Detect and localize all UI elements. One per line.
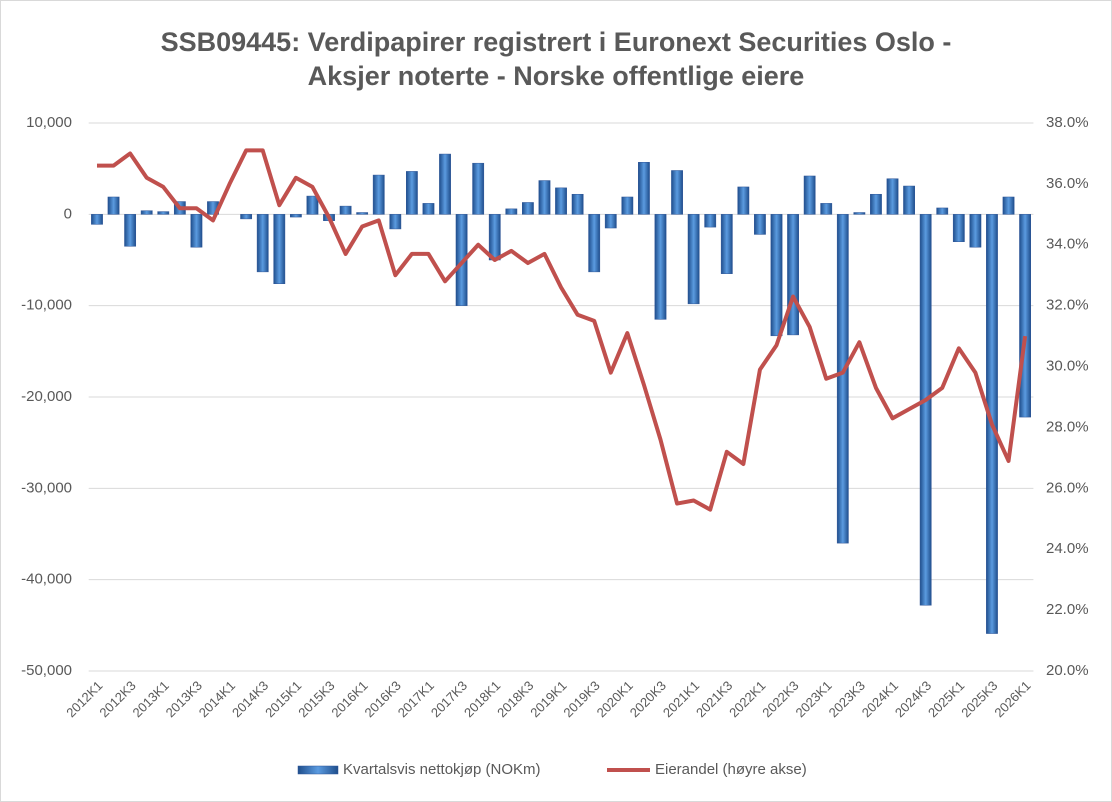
bar: [671, 170, 683, 215]
bar: [538, 180, 551, 215]
bar: [488, 214, 501, 261]
bar: [157, 211, 170, 215]
bar: [505, 208, 518, 215]
bar: [256, 214, 269, 273]
y2-tick-label: 20.0%: [1046, 662, 1089, 679]
legend-label: Eierandel (høyre akse): [655, 761, 807, 778]
y2-tick-label: 32.0%: [1046, 297, 1089, 314]
y-tick-label: -50,000: [21, 662, 72, 679]
bar: [124, 214, 137, 247]
bar: [289, 214, 302, 218]
bar: [886, 178, 899, 215]
bar: [820, 203, 833, 215]
y2-tick-label: 36.0%: [1046, 175, 1089, 192]
bar: [306, 195, 319, 215]
bar: [1019, 214, 1031, 418]
bar: [787, 214, 799, 336]
bar: [604, 214, 617, 229]
bar: [936, 207, 949, 215]
y2-tick-label: 24.0%: [1046, 540, 1089, 557]
bar: [472, 162, 485, 215]
bar: [870, 193, 882, 215]
bar: [555, 187, 567, 215]
bar: [737, 186, 750, 215]
bar: [803, 175, 816, 215]
y-tick-label: -10,000: [21, 297, 72, 314]
bar: [406, 171, 418, 215]
bar: [754, 214, 766, 235]
y-tick-label: 0: [64, 205, 72, 222]
bar: [372, 174, 385, 215]
legend-label: Kvartalsvis nettokjøp (NOKm): [343, 761, 541, 778]
bar: [770, 214, 783, 337]
chart-title: Aksjer noterte - Norske offentlige eiere: [308, 61, 805, 91]
bar: [571, 193, 584, 215]
y-tick-label: -30,000: [21, 479, 72, 496]
bar: [522, 202, 534, 215]
bar: [356, 212, 369, 215]
bar: [107, 196, 120, 215]
bar: [720, 214, 733, 274]
bar: [1002, 196, 1015, 215]
y-tick-label: -40,000: [21, 571, 72, 588]
bar: [439, 153, 451, 215]
bar: [389, 214, 402, 230]
y2-tick-label: 38.0%: [1046, 114, 1089, 131]
line: [96, 148, 1028, 512]
y-tick-label: 10,000: [26, 114, 72, 131]
y2-tick-label: 34.0%: [1046, 236, 1089, 253]
bar: [621, 196, 634, 215]
bar: [853, 212, 866, 215]
bar: [140, 210, 153, 215]
bar: [240, 214, 253, 220]
bar: [588, 214, 601, 273]
y2-tick-label: 30.0%: [1046, 358, 1089, 375]
y2-tick-label: 22.0%: [1046, 601, 1089, 618]
bar: [952, 214, 965, 242]
bar: [919, 214, 932, 606]
bar: [91, 214, 103, 225]
y-tick-label: -20,000: [21, 388, 72, 405]
bar: [836, 214, 849, 544]
chart-title: SSB09445: Verdipapirer registrert i Euro…: [161, 27, 952, 57]
bar: [638, 162, 650, 215]
y2-tick-label: 28.0%: [1046, 418, 1089, 435]
bar: [903, 185, 915, 215]
bar: [339, 205, 352, 215]
bar: [273, 214, 286, 284]
bar: [190, 214, 203, 248]
y2-tick-label: 26.0%: [1046, 479, 1089, 496]
bar: [455, 214, 468, 306]
bar: [422, 203, 435, 215]
bar: [687, 214, 700, 305]
bar: [704, 214, 717, 228]
legend-swatch: [297, 765, 339, 775]
bar: [654, 214, 667, 320]
bar: [969, 214, 982, 248]
